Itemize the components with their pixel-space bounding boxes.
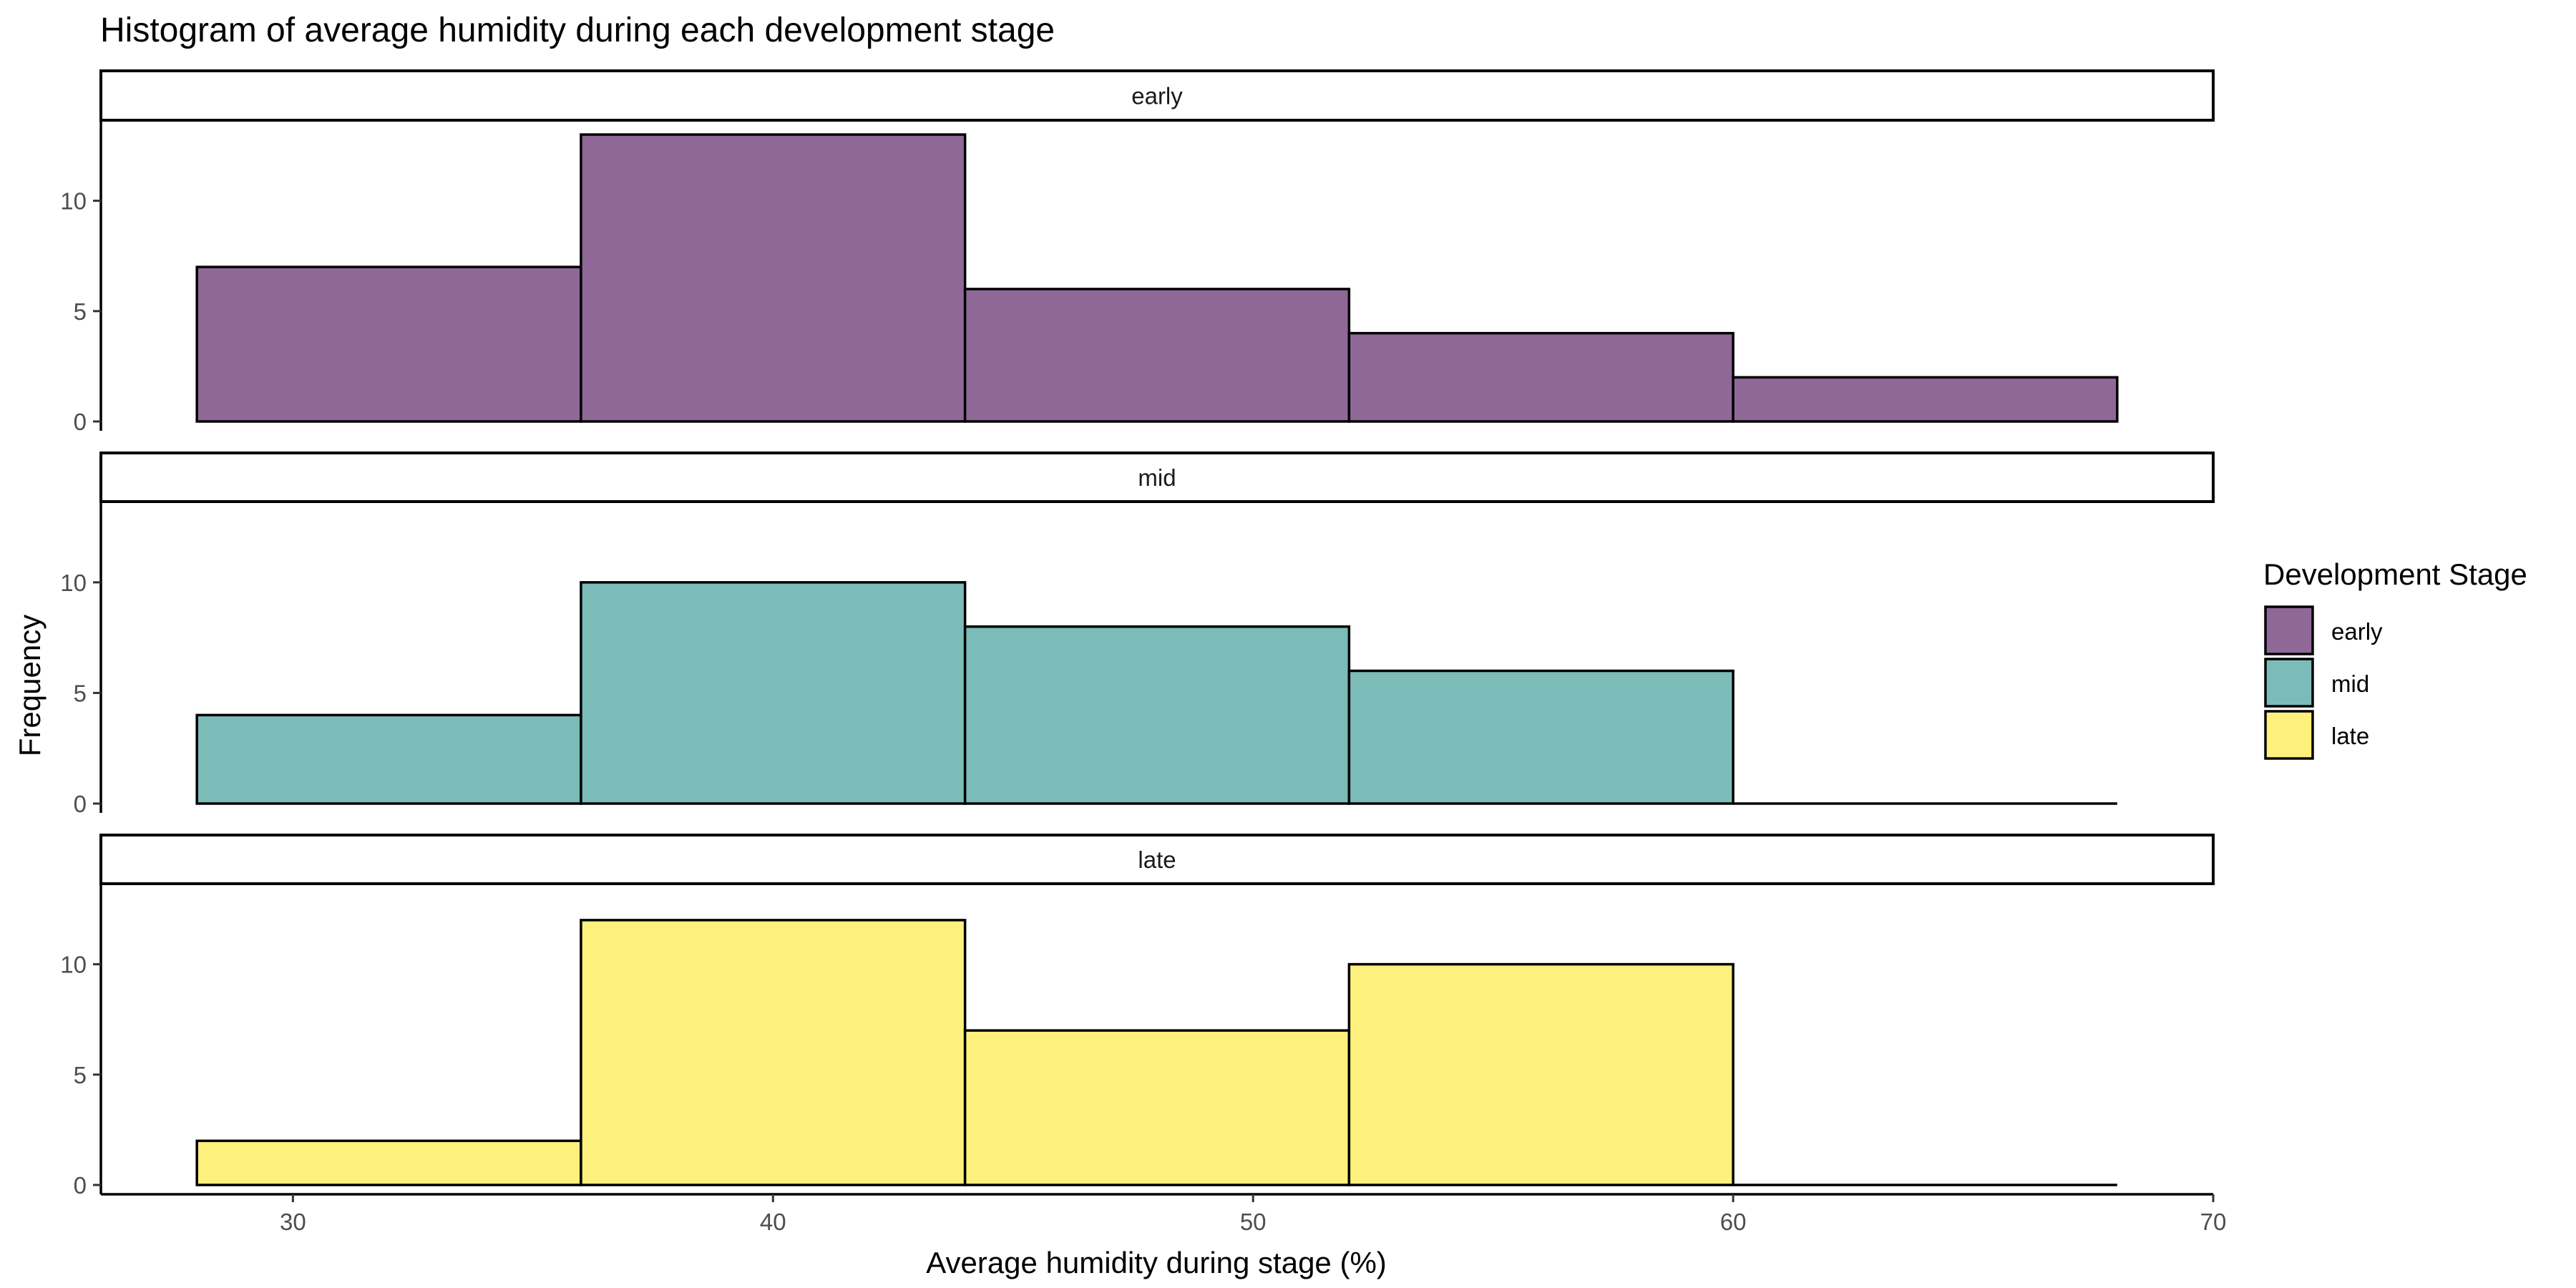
legend-label-late: late (2331, 723, 2369, 749)
bar-early-3 (963, 288, 1351, 423)
legend-swatch-mid (2264, 658, 2314, 708)
bar-mid-4 (1347, 669, 1735, 805)
bar-late-4 (1347, 962, 1735, 1186)
legend-label-early: early (2331, 618, 2383, 645)
facet-panels: early 0 5 10 mid 0 5 10 late 0 5 10 (60, 69, 2215, 1199)
y-tick-label: 10 (60, 188, 87, 215)
y-tick-label: 5 (74, 1062, 87, 1088)
y-tick-label: 10 (60, 570, 87, 596)
facet-panel-early: early 0 5 10 (60, 69, 2215, 435)
y-axis-title: Frequency (13, 615, 47, 756)
bar-early-4 (1347, 331, 1735, 423)
x-tick-label: 40 (760, 1209, 786, 1235)
legend-swatch-early (2264, 605, 2314, 655)
y-tick-label: 0 (74, 409, 87, 435)
x-axis: 30 40 50 60 70 (101, 1193, 2227, 1235)
x-tick-label: 30 (280, 1209, 306, 1235)
legend-swatch-late (2264, 710, 2314, 760)
x-axis-title: Average humidity during stage (%) (926, 1246, 1387, 1279)
y-tick-label: 0 (74, 1172, 87, 1199)
legend-items: early mid late (2264, 605, 2383, 760)
bar-early-1 (195, 265, 582, 423)
facet-panel-mid: mid 0 5 10 (60, 452, 2215, 817)
bar-late-1 (195, 1139, 582, 1186)
facet-panel-late: late 0 5 10 (60, 834, 2215, 1199)
bar-late-3 (963, 1029, 1351, 1186)
facet-strip-label: early (1131, 83, 1183, 109)
chart-title: Histogram of average humidity during eac… (100, 11, 1055, 49)
facet-strip-label: mid (1138, 464, 1176, 491)
legend-label-mid: mid (2331, 670, 2369, 697)
y-tick-label: 5 (74, 298, 87, 325)
y-tick-label: 0 (74, 791, 87, 817)
y-tick-label: 10 (60, 952, 87, 978)
y-tick-label: 5 (74, 680, 87, 706)
legend: Development Stage early mid late (2263, 557, 2527, 760)
bar-mid-3 (963, 625, 1351, 805)
facet-strip (99, 69, 2215, 122)
bar-early-2 (580, 133, 967, 423)
bar-mid-2 (580, 581, 967, 805)
bar-early-5 (1732, 376, 2119, 423)
x-tick-label: 70 (2200, 1209, 2227, 1235)
facet-strip-label: late (1138, 847, 1176, 873)
bar-late-2 (580, 919, 967, 1186)
x-tick-label: 50 (1240, 1209, 1267, 1235)
legend-title: Development Stage (2263, 557, 2527, 591)
x-tick-label: 60 (1720, 1209, 1747, 1235)
bar-mid-1 (195, 713, 582, 805)
facet-strip (99, 834, 2215, 885)
facet-strip (99, 452, 2215, 503)
